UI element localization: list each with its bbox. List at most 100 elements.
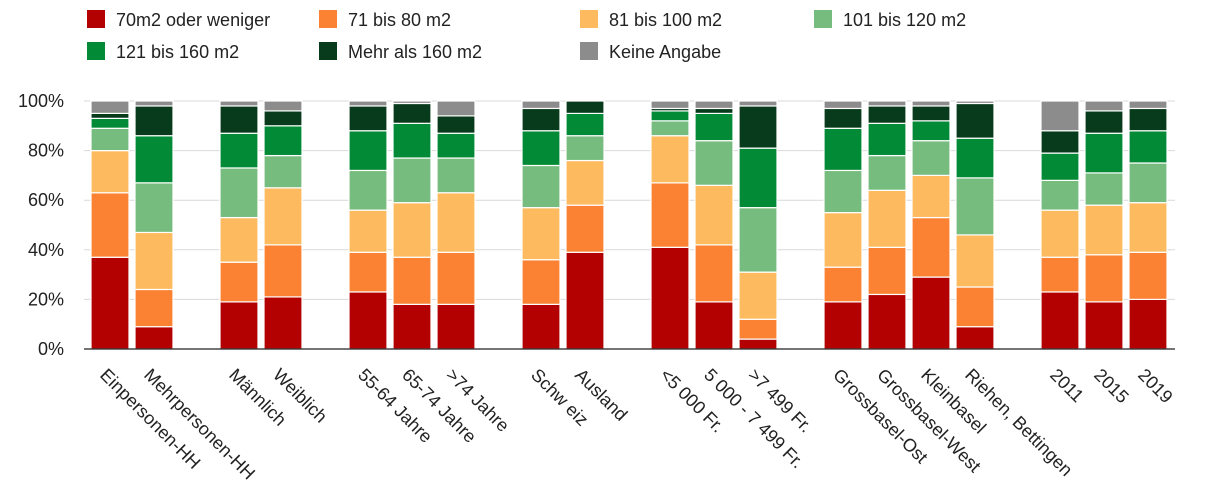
bar-segment [348,209,388,253]
bar-segment [1128,202,1168,253]
bar-segment [134,288,174,328]
legend-label: 70m2 oder weniger [116,10,270,30]
bar-segment [1128,251,1168,300]
bar-segment [219,216,259,263]
legend-label: 101 bis 120 m2 [843,10,966,30]
bar-segment [219,105,259,134]
bar-segment [1084,204,1124,256]
bar-segment [955,100,995,105]
bar-segment [565,159,605,206]
legend-label: Mehr als 160 m2 [348,42,482,62]
legend-swatch [319,42,337,60]
bar-segment [521,303,561,350]
legend-label: Keine Angabe [609,42,721,62]
bar-segment [1128,100,1168,110]
bar-segment [219,261,259,303]
bar-segment [1040,209,1080,258]
bar-segment [1084,132,1124,174]
bar-stack [348,100,388,350]
y-tick-label: 20% [28,289,64,309]
bar-stack [219,100,259,350]
bar-segment [911,105,951,122]
bar-segment [348,100,388,107]
legend-label: 81 bis 100 m2 [609,10,722,30]
bar-stack [955,100,995,350]
legend-swatch [814,10,832,28]
bar-segment [955,234,995,288]
bar-segment [955,326,995,350]
bar-segment [565,204,605,253]
legend-item: 71 bis 80 m2 [319,10,451,30]
y-tick-label: 0% [38,339,64,359]
bar-segment [1040,130,1080,154]
legend-label: 71 bis 80 m2 [348,10,451,30]
bar-stack [867,100,907,350]
bar-segment [392,157,432,204]
bar-segment [823,107,863,129]
bar-segment [1084,301,1124,350]
bar-segment [911,120,951,142]
y-axis-tick-labels: 0% 20% 40% 60% 80% 100% [18,91,64,359]
x-tick-label: 2011 [1046,365,1088,407]
bar-segment [521,259,561,305]
bar-segment [867,154,907,191]
y-tick-label: 80% [28,141,64,161]
bar-stack [565,100,605,350]
bar-segment [823,212,863,268]
bar-segment [823,127,863,172]
bar-stack [90,100,130,350]
bar-segment [867,293,907,350]
legend-swatch [87,42,105,60]
bar-segment [348,105,388,132]
bar-segment [911,100,951,107]
bar-segment [436,132,476,159]
bar-segment [90,127,130,152]
bar-segment [650,135,690,184]
bar-segment [134,231,174,291]
legend-item: 81 bis 100 m2 [580,10,722,30]
bar-segment [1040,152,1080,181]
bar-segment [90,256,130,350]
legend: 70m2 oder weniger 71 bis 80 m2 81 bis 100 … [87,10,966,62]
bar-stack [134,100,174,350]
bar-segment [1084,110,1124,134]
bar-segment [436,303,476,350]
legend-item: Mehr als 160 m2 [319,42,482,62]
bar-segment [738,271,778,320]
bar-segment [392,202,432,258]
bar-segment [521,100,561,110]
bar-stack [1084,100,1124,350]
bar-segment [823,169,863,214]
bar-segment [392,303,432,350]
bar-segment [955,137,995,179]
bar-segment [867,246,907,296]
bar-segment [263,244,303,298]
bar-segment [955,102,995,139]
bar-segment [219,100,259,107]
bar-segment [694,140,734,186]
bar-segment [911,174,951,219]
bar-segment [911,276,951,350]
bar-segment [694,107,734,115]
bar-segment [263,187,303,246]
legend-swatch [580,42,598,60]
bar-segment [219,132,259,169]
bar-segment [1084,254,1124,303]
bar-segment [263,296,303,350]
bar-segment [90,100,130,114]
y-tick-label: 100% [18,91,64,111]
legend-swatch [319,10,337,28]
bar-stack [911,100,951,350]
bar-stack [436,100,476,350]
bar-segment [392,256,432,305]
y-tick-label: 40% [28,240,64,260]
bar-segment [867,105,907,124]
bar-segment [823,100,863,110]
bar-segment [348,291,388,350]
bar-segment [565,100,605,114]
bar-stack [1040,100,1080,350]
bar-segment [263,154,303,189]
legend-item: 70m2 oder weniger [87,10,270,30]
bar-segment [263,110,303,127]
